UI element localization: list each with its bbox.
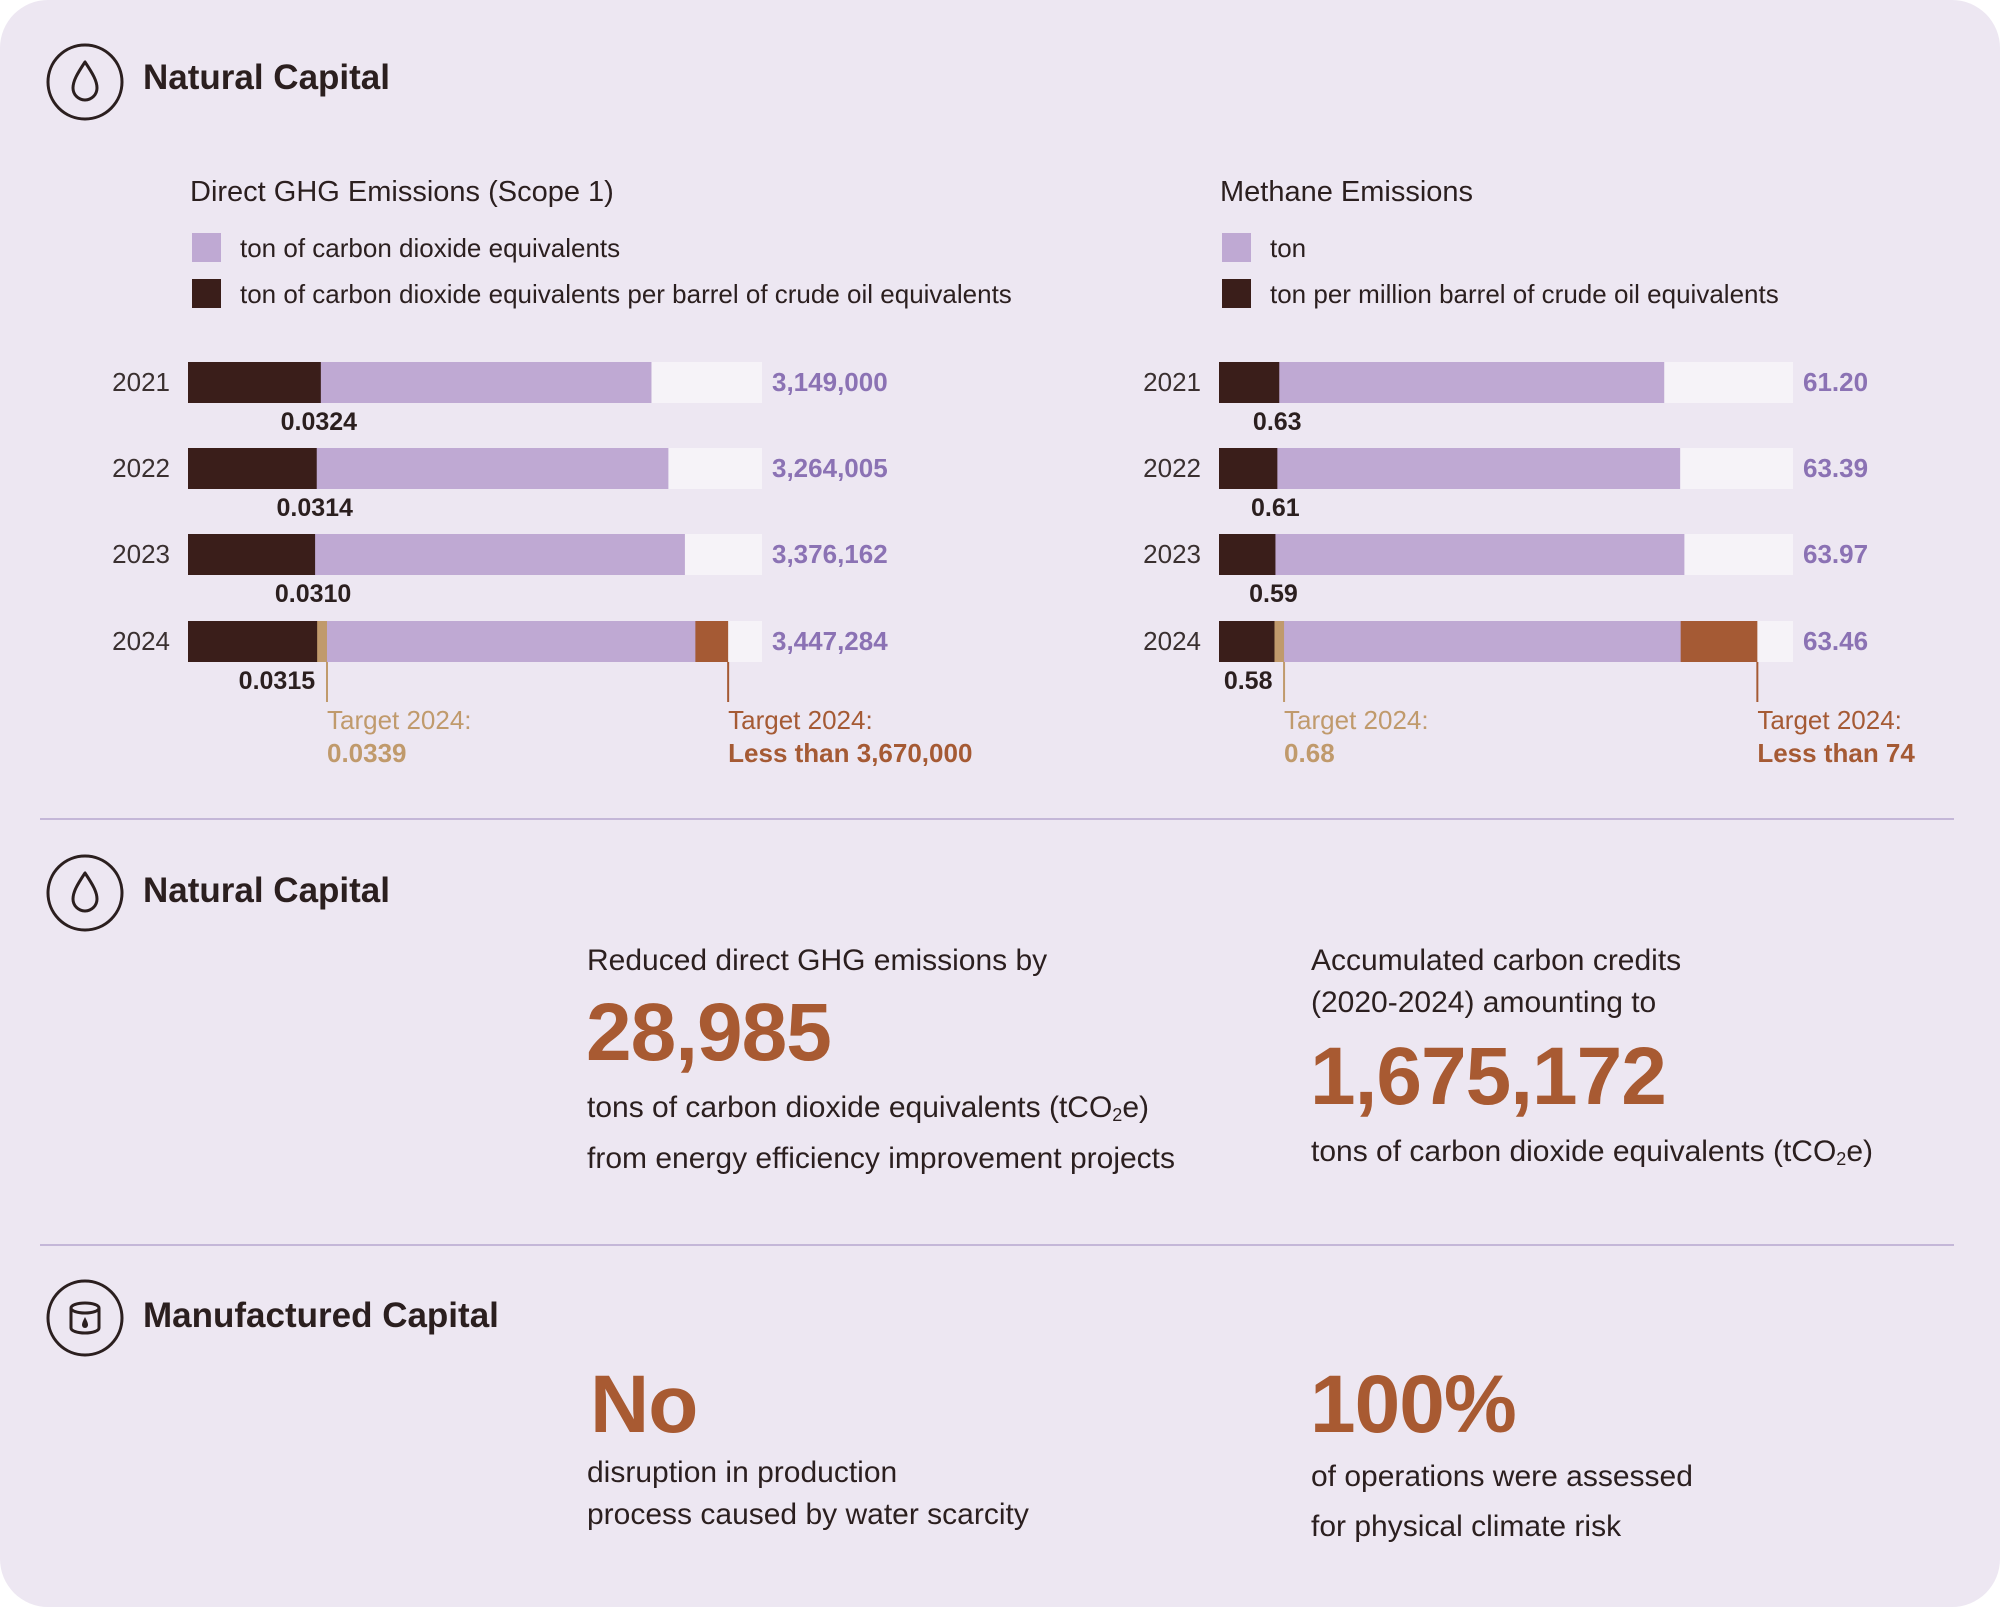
emissions-value-label: 63.97 (1803, 539, 1868, 569)
emissions-value-label: 3,149,000 (772, 367, 888, 397)
legend-swatch-intensity (192, 279, 221, 308)
emissions-value-label: 3,447,284 (772, 626, 888, 656)
desc-text: tons of carbon dioxide equivalents (tCO (587, 1091, 1113, 1124)
year-label: 2024 (112, 626, 170, 656)
lead-line2: (2020-2024) amounting to (1311, 986, 1657, 1019)
target-total-value: Less than 74 (1757, 738, 1915, 768)
oil-tank-icon (46, 1279, 124, 1357)
desc-line1: of operations were assessed (1311, 1460, 1693, 1493)
intensity-value-label: 0.59 (1249, 580, 1298, 608)
emissions-bar (1219, 621, 1681, 662)
year-label: 2023 (112, 539, 170, 569)
stat-value-credits: 1,675,172 (1310, 1031, 1667, 1122)
section-title-manufactured-capital: Manufactured Capital (143, 1296, 499, 1335)
emissions-value-label: 3,376,162 (772, 539, 888, 569)
desc-line2: process caused by water scarcity (587, 1498, 1029, 1531)
intensity-bar (1219, 534, 1276, 575)
target-total-value: Less than 3,670,000 (728, 738, 972, 768)
stat-lead-credits: Accumulated carbon credits (2020-2024) a… (1311, 940, 1681, 1024)
legend-swatch-intensity (1222, 279, 1251, 308)
emissions-value-label: 3,264,005 (772, 453, 888, 483)
intensity-bar (188, 448, 317, 489)
emissions-value-label: 61.20 (1803, 367, 1868, 397)
stat-value-assessed: 100% (1310, 1359, 1517, 1450)
target-intensity-value: 0.68 (1284, 738, 1335, 768)
intensity-bar (188, 621, 318, 662)
desc-text-end: e) (1846, 1135, 1873, 1168)
intensity-value-label: 0.0315 (239, 667, 316, 695)
desc-text-end: e) (1122, 1091, 1149, 1124)
legend-label-intensity: ton of carbon dioxide equivalents per ba… (240, 279, 1012, 309)
stat-desc-reduced: tons of carbon dioxide equivalents (tCO2… (587, 1086, 1175, 1181)
intensity-value-label: 0.63 (1253, 408, 1302, 436)
intensity-bar (1219, 448, 1278, 489)
intensity-bar (188, 362, 321, 403)
target-total-title: Target 2024: (1757, 705, 1902, 735)
emissions-bar (1219, 448, 1681, 489)
section-title-natural-capital: Natural Capital (143, 871, 390, 910)
desc-line1: disruption in production (587, 1456, 898, 1489)
legend-label-emissions: ton (1270, 233, 1307, 263)
intensity-value-label: 0.0310 (275, 580, 351, 608)
intensity-value-label: 0.0314 (277, 494, 354, 522)
divider (40, 1244, 1954, 1246)
desc-subscript: 2 (1112, 1105, 1123, 1125)
chart-title: Direct GHG Emissions (Scope 1) (190, 176, 614, 208)
desc-subscript: 2 (1836, 1149, 1847, 1169)
stat-desc-credits: tons of carbon dioxide equivalents (tCO2… (1311, 1130, 1873, 1181)
intensity-value-label: 0.0324 (281, 408, 358, 436)
section-title-natural-capital: Natural Capital (143, 58, 390, 97)
methane-bars: 2021 61.20 0.63 2022 63.39 0.61 2023 63.97 0.59 2… (1143, 362, 1915, 768)
emissions-bar (1219, 362, 1665, 403)
ghg-bars: 2021 3,149,000 0.0324 2022 3,264,005 0.0314 20… (112, 362, 972, 768)
year-label: 2023 (1143, 539, 1201, 569)
year-label: 2022 (112, 453, 170, 483)
legend-swatch-emissions (192, 233, 221, 262)
intensity-bar (1219, 362, 1280, 403)
stat-value-reduced: 28,985 (586, 987, 832, 1078)
emissions-bar (1219, 534, 1685, 575)
target-intensity-title: Target 2024: (1284, 705, 1429, 735)
lead-line1: Accumulated carbon credits (1311, 944, 1682, 977)
stat-desc-disruption: disruption in production process caused … (587, 1452, 1029, 1536)
target-intensity-value: 0.0339 (327, 738, 407, 768)
target-total-title: Target 2024: (728, 705, 873, 735)
year-label: 2021 (112, 367, 170, 397)
intensity-bar (188, 534, 316, 575)
intensity-value-label: 0.61 (1251, 494, 1300, 522)
water-drop-icon (46, 43, 124, 121)
year-label: 2022 (1143, 453, 1201, 483)
emissions-value-label: 63.39 (1803, 453, 1868, 483)
desc-text: tons of carbon dioxide equivalents (tCO (1311, 1135, 1837, 1168)
divider (40, 818, 1954, 820)
year-label: 2021 (1143, 367, 1201, 397)
year-label: 2024 (1143, 626, 1201, 656)
stat-lead-reduced: Reduced direct GHG emissions by (587, 944, 1048, 977)
chart-title: Methane Emissions (1220, 176, 1474, 208)
target-intensity-title: Target 2024: (327, 705, 472, 735)
desc-text-line2: from energy efficiency improvement proje… (587, 1142, 1176, 1175)
water-drop-icon (46, 854, 124, 932)
legend-label-emissions: ton of carbon dioxide equivalents (240, 233, 621, 263)
intensity-bar (1219, 621, 1275, 662)
stat-desc-assessed: of operations were assessed for physical… (1311, 1452, 1693, 1552)
legend-swatch-emissions (1222, 233, 1251, 262)
stat-value-disruption: No (590, 1359, 698, 1450)
desc-line2: for physical climate risk (1311, 1510, 1622, 1543)
legend-label-intensity: ton per million barrel of crude oil equi… (1270, 279, 1779, 309)
intensity-value-label: 0.58 (1224, 667, 1273, 695)
emissions-value-label: 63.46 (1803, 626, 1868, 656)
